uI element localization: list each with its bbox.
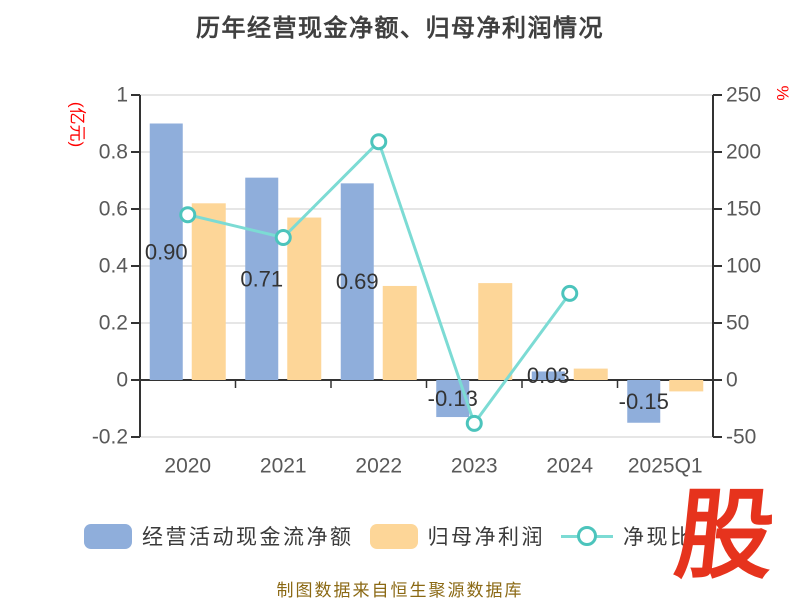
source-caption: 制图数据来自恒生聚源数据库 (276, 581, 524, 600)
right-axis-tick-label: 200 (726, 141, 761, 164)
bar-operating-cash-flow[interactable] (340, 183, 374, 380)
bar-value-label: 0.03 (527, 363, 570, 388)
legend-line-marker-icon (561, 524, 613, 549)
right-axis-tick-label: 100 (726, 255, 761, 278)
bar-net-profit[interactable] (287, 217, 322, 380)
x-axis-category-label: 2025Q1 (628, 455, 703, 478)
line-data-marker[interactable] (274, 229, 292, 246)
right-axis-tick-label: 250 (726, 84, 761, 107)
legend-label-cash-ratio: 净现比 (623, 526, 694, 549)
right-axis-tick-label: 50 (726, 312, 749, 335)
bar-operating-cash-flow[interactable] (627, 380, 661, 423)
legend-swatch-yellow (369, 523, 418, 549)
bar-net-profit[interactable] (573, 368, 608, 380)
bar-operating-cash-flow[interactable] (245, 177, 279, 380)
line-data-marker[interactable] (561, 284, 579, 302)
bar-value-label: 0.71 (240, 266, 283, 291)
legend-swatch-blue (84, 523, 132, 549)
gu-stock-logo: 股 (670, 480, 780, 590)
bar-net-profit[interactable] (191, 203, 226, 380)
left-axis-tick-label: 0.4 (99, 255, 129, 278)
bar-net-profit[interactable] (478, 283, 513, 380)
x-axis-category-label: 2021 (260, 455, 307, 478)
bar-net-profit[interactable] (382, 285, 417, 380)
line-data-marker[interactable] (179, 206, 197, 224)
bar-operating-cash-flow[interactable] (531, 371, 565, 380)
legend-item-cash-ratio[interactable]: 净现比 (561, 521, 694, 551)
legend-label-net-profit: 归母净利润 (427, 526, 545, 549)
x-axis-category-label: 2022 (355, 455, 402, 478)
legend-label-operating-cash-flow: 经营活动现金流净额 (142, 526, 354, 549)
right-axis-tick-label: 150 (726, 198, 761, 221)
legend-item-operating-cash-flow[interactable]: 经营活动现金流净额 (84, 521, 354, 551)
bar-value-label: 0.90 (145, 239, 188, 264)
right-axis-tick-label: -50 (726, 426, 756, 449)
legend-item-net-profit[interactable]: 归母净利润 (369, 521, 546, 551)
left-axis-tick-label: 1 (116, 84, 128, 107)
chart-title: 历年经营现金净额、归母净利润情况 (196, 15, 604, 42)
left-axis-tick-label: 0.6 (99, 198, 128, 221)
bar-value-label: 0.69 (336, 269, 379, 294)
line-data-marker[interactable] (465, 414, 483, 432)
x-axis-category-label: 2023 (451, 455, 498, 478)
x-axis-category-label: 2024 (546, 455, 593, 478)
left-axis-tick-label: 0 (116, 369, 128, 392)
right-axis-tick-label: 0 (726, 369, 738, 392)
left-axis-tick-label: 0.8 (99, 141, 128, 164)
left-axis-tick-label: 0.2 (99, 312, 128, 335)
bar-operating-cash-flow[interactable] (436, 380, 470, 418)
bar-operating-cash-flow[interactable] (149, 123, 183, 381)
bar-value-label: -0.15 (619, 389, 669, 414)
legend: 经营活动现金流净额 归母净利润 净现比 (84, 521, 694, 551)
bar-net-profit[interactable] (669, 380, 704, 392)
x-axis-category-label: 2020 (164, 455, 211, 478)
line-data-marker[interactable] (370, 133, 388, 151)
left-axis-tick-label: -0.2 (92, 426, 128, 449)
